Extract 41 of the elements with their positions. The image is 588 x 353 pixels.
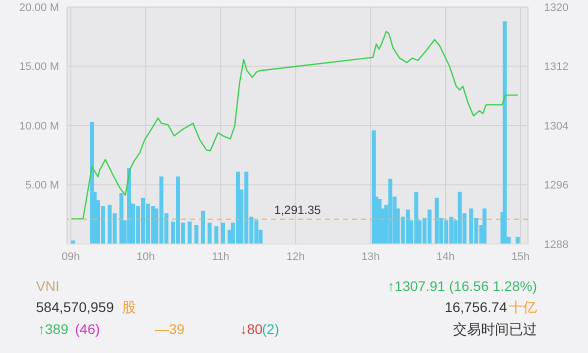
- text: ↓80: [240, 321, 263, 337]
- bar: [388, 178, 392, 244]
- y2-tick-label: 1320: [544, 2, 568, 14]
- x-tick-label: 09h: [62, 250, 80, 263]
- text: 584,570,959: [36, 299, 114, 315]
- y-tick-label: 15.00 M: [19, 61, 59, 74]
- text: 交易时间已过: [453, 321, 537, 339]
- bar: [194, 225, 198, 244]
- bar: [214, 226, 218, 244]
- text: 股: [122, 299, 136, 317]
- text: ↑389: [38, 321, 68, 337]
- bar: [482, 208, 487, 244]
- bar: [220, 222, 225, 244]
- text: —39: [155, 321, 185, 337]
- line-series: [70, 30, 518, 220]
- text: (2): [262, 321, 280, 337]
- y2-tick-label: 1304: [544, 120, 568, 132]
- bar: [516, 236, 520, 244]
- y2-tick-label: 1288: [544, 238, 568, 251]
- text: 十亿: [509, 299, 537, 317]
- y-tick-label: 10.00 M: [19, 120, 59, 132]
- bar: [502, 21, 507, 244]
- x-tick-label: 15h: [511, 250, 530, 263]
- x-tick-label: 13h: [361, 250, 380, 263]
- ref-line-label: 1,291.35: [274, 203, 322, 218]
- bar: [434, 198, 439, 244]
- x-tick-label: 12h: [286, 250, 305, 263]
- bar: [200, 210, 205, 244]
- text: 16,756.74: [444, 299, 507, 315]
- text: VNI: [36, 278, 60, 294]
- bar: [208, 222, 212, 244]
- x-tick-label: 14h: [436, 250, 455, 263]
- text: ↑1307.91 (16.56 1.28%): [388, 278, 537, 294]
- y-tick-label: 20.00 M: [19, 2, 59, 14]
- y2-tick-label: 1312: [544, 61, 568, 74]
- x-tick-label: 10h: [136, 250, 155, 263]
- x-tick-label: 11h: [212, 250, 230, 263]
- y-tick-label: 5.00 M: [25, 180, 59, 192]
- bar: [188, 221, 192, 244]
- y2-tick-label: 1296: [544, 180, 568, 192]
- text: (46): [75, 321, 100, 337]
